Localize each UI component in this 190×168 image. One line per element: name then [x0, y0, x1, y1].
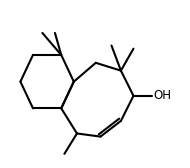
Text: OH: OH [153, 89, 171, 102]
